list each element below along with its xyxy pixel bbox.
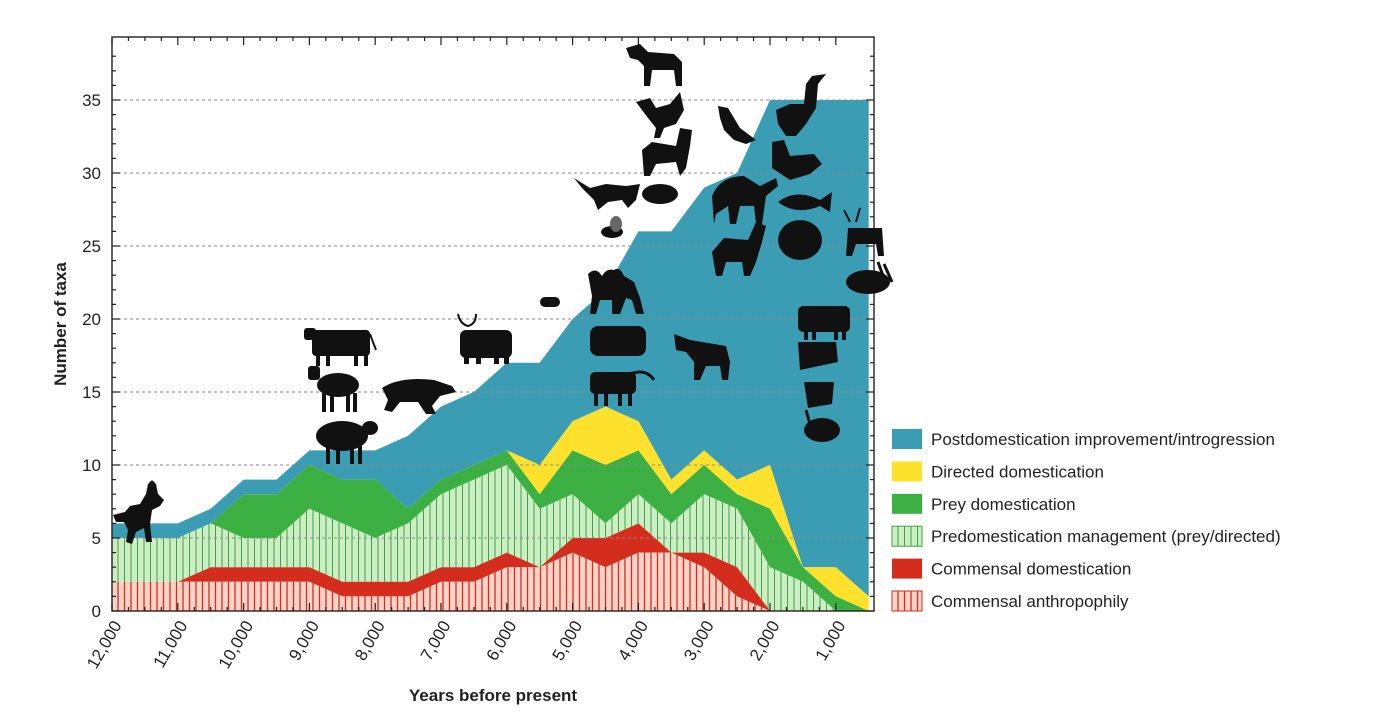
turkey-icon bbox=[778, 220, 822, 260]
llama-icon bbox=[642, 128, 692, 176]
gridlines bbox=[112, 99, 874, 539]
honeybee-icon bbox=[601, 216, 623, 238]
y-axis: 0 5 10 15 20 25 30 35 bbox=[82, 55, 874, 621]
y-tick-label: 0 bbox=[92, 602, 101, 621]
dromedary-icon bbox=[712, 176, 778, 224]
x-tick-label: 4,000 bbox=[614, 617, 652, 663]
goose-icon bbox=[776, 74, 826, 136]
silkworm-icon bbox=[540, 297, 560, 307]
y-tick-label: 10 bbox=[82, 456, 101, 475]
x-tick-label: 6,000 bbox=[483, 617, 521, 663]
area-commensal-anthropophily bbox=[112, 552, 869, 611]
alpaca-icon bbox=[712, 222, 766, 276]
x-axis-title: Years before present bbox=[409, 686, 578, 705]
pigeon-icon bbox=[718, 106, 756, 144]
rabbit-icon bbox=[846, 261, 894, 294]
legend-swatch bbox=[892, 429, 922, 449]
x-tick-label: 10,000 bbox=[215, 617, 257, 672]
bactrian-camel-icon bbox=[588, 268, 644, 314]
horse-icon bbox=[626, 44, 682, 86]
x-tick-label: 5,000 bbox=[548, 617, 586, 663]
donkey-icon bbox=[674, 334, 730, 380]
duck-icon bbox=[772, 140, 822, 180]
y-tick-label: 30 bbox=[82, 164, 101, 183]
chicken-icon bbox=[636, 92, 684, 138]
dog-icon bbox=[113, 480, 164, 544]
y-tick-label: 15 bbox=[82, 383, 101, 402]
x-tick-label: 2,000 bbox=[746, 617, 784, 663]
animal-silhouettes bbox=[113, 44, 894, 544]
yak-icon bbox=[457, 313, 512, 364]
cat-icon bbox=[642, 184, 678, 204]
y-tick-label: 25 bbox=[82, 237, 101, 256]
x-tick-label: 7,000 bbox=[417, 617, 455, 663]
y-axis-title: Number of taxa bbox=[51, 262, 70, 386]
cattle-icon bbox=[304, 328, 377, 366]
water-buffalo-icon bbox=[590, 370, 656, 406]
x-tick-label: 9,000 bbox=[285, 617, 323, 663]
y-tick-label: 35 bbox=[82, 91, 101, 110]
carp-icon bbox=[778, 192, 832, 212]
legend-label: Postdomestication improvement/introgress… bbox=[931, 430, 1275, 449]
mithan-icon bbox=[590, 326, 646, 356]
area-postdomestication-improvement-introgression bbox=[112, 100, 869, 597]
legend-label: Predomestication management (prey/direct… bbox=[931, 527, 1281, 546]
legend-label: Directed domestication bbox=[931, 462, 1104, 481]
legend-swatch bbox=[892, 493, 922, 514]
x-tick-label: 3,000 bbox=[680, 617, 718, 663]
y-tick-label: 5 bbox=[92, 529, 101, 548]
guineafowl-icon bbox=[804, 409, 840, 442]
legend-swatch bbox=[891, 590, 923, 612]
y-tick-label: 20 bbox=[82, 310, 101, 329]
reindeer-icon bbox=[843, 207, 884, 256]
legend-label: Commensal domestication bbox=[931, 560, 1131, 579]
x-tick-label: 8,000 bbox=[351, 617, 389, 663]
legend-label: Commensal anthropophily bbox=[931, 592, 1129, 611]
area-prey-domestication bbox=[112, 450, 869, 611]
ferret-icon bbox=[574, 178, 640, 210]
muscovy-duck-icon bbox=[798, 342, 838, 408]
legend-label: Prey domestication bbox=[931, 495, 1076, 514]
legend: Postdomestication improvement/introgress… bbox=[891, 429, 1281, 612]
x-tick-label: 1,000 bbox=[812, 617, 850, 663]
sheep-icon bbox=[316, 421, 378, 464]
plot-frame bbox=[111, 36, 875, 612]
area-commensal-domestication bbox=[112, 523, 869, 611]
pig-icon bbox=[382, 379, 456, 414]
x-tick-label: 12,000 bbox=[83, 617, 125, 672]
legend-swatch bbox=[892, 558, 922, 579]
goat-icon bbox=[308, 366, 359, 412]
legend-swatch bbox=[891, 525, 923, 547]
zebu-icon bbox=[798, 306, 850, 340]
x-tick-label: 11,000 bbox=[150, 617, 192, 670]
legend-swatch bbox=[892, 461, 922, 482]
